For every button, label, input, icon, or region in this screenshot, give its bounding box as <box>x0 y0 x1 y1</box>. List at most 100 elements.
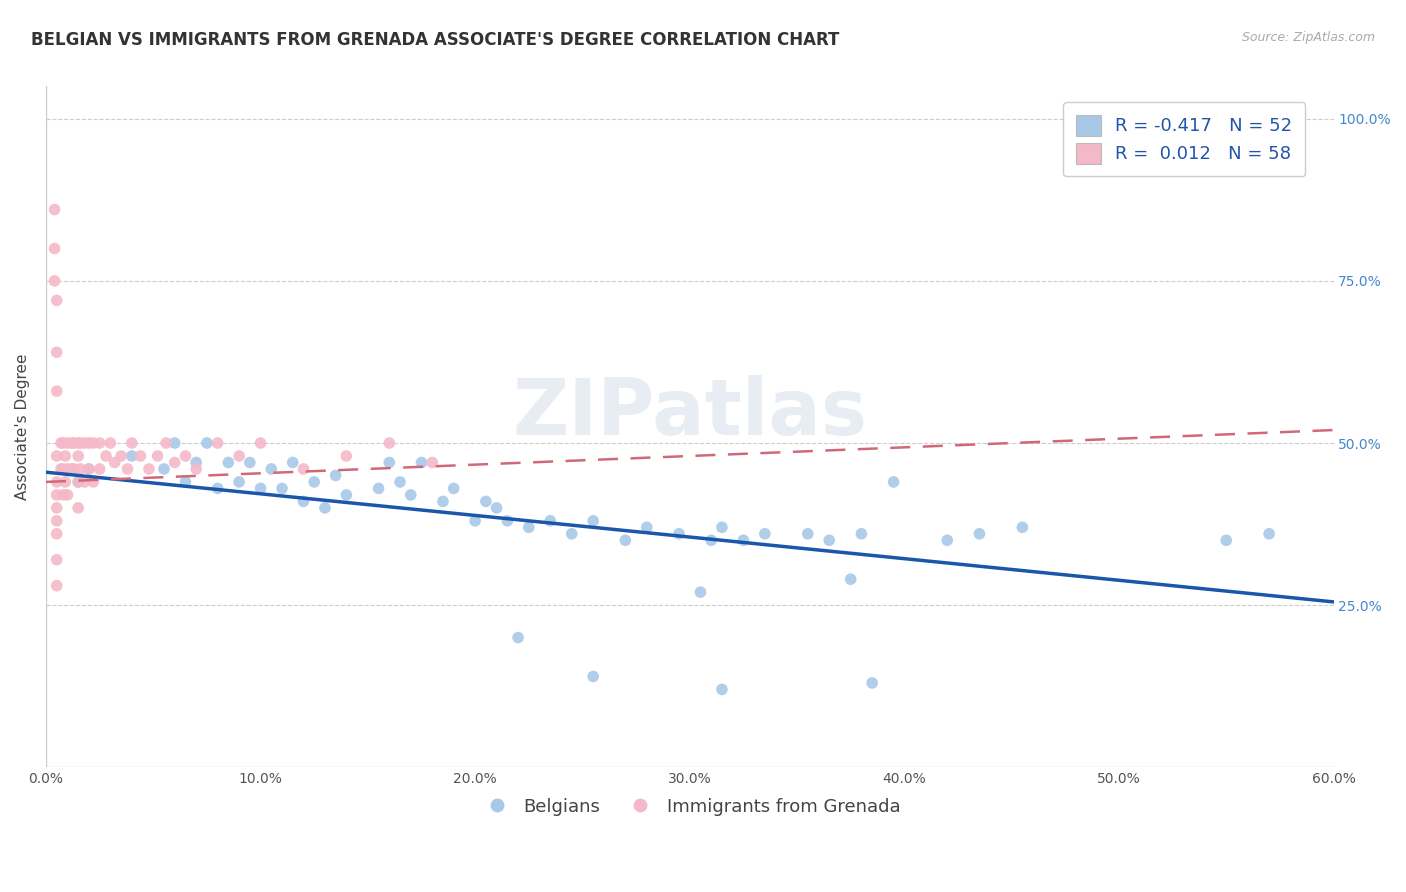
Point <box>129 449 152 463</box>
Point <box>44 202 66 217</box>
Legend: Belgians, Immigrants from Grenada: Belgians, Immigrants from Grenada <box>471 790 908 823</box>
Point <box>464 514 486 528</box>
Point <box>110 449 132 463</box>
Point <box>45 449 67 463</box>
Point <box>60 436 83 450</box>
Point <box>67 475 90 489</box>
Point <box>1011 520 1033 534</box>
Point <box>45 514 67 528</box>
Point <box>117 462 139 476</box>
Point <box>44 274 66 288</box>
Point <box>399 488 422 502</box>
Point <box>689 585 711 599</box>
Point <box>582 514 605 528</box>
Point <box>1215 533 1237 548</box>
Point <box>432 494 454 508</box>
Point <box>754 526 776 541</box>
Point <box>839 572 862 586</box>
Point <box>325 468 347 483</box>
Point <box>883 475 905 489</box>
Point <box>45 293 67 308</box>
Point <box>63 462 86 476</box>
Point <box>411 455 433 469</box>
Point <box>69 436 91 450</box>
Point <box>186 455 208 469</box>
Point <box>860 676 883 690</box>
Point <box>56 462 79 476</box>
Point <box>73 475 96 489</box>
Point <box>668 526 690 541</box>
Point <box>53 475 76 489</box>
Text: BELGIAN VS IMMIGRANTS FROM GRENADA ASSOCIATE'S DEGREE CORRELATION CHART: BELGIAN VS IMMIGRANTS FROM GRENADA ASSOC… <box>31 31 839 49</box>
Point <box>378 436 401 450</box>
Point <box>163 436 186 450</box>
Point <box>249 436 271 450</box>
Point <box>67 475 90 489</box>
Point <box>77 462 100 476</box>
Point <box>49 462 72 476</box>
Point <box>163 455 186 469</box>
Point <box>281 455 304 469</box>
Point <box>121 436 143 450</box>
Point <box>207 436 229 450</box>
Point <box>710 682 733 697</box>
Point <box>138 462 160 476</box>
Point <box>249 482 271 496</box>
Point <box>614 533 637 548</box>
Point <box>45 384 67 399</box>
Point <box>475 494 498 508</box>
Point <box>335 488 357 502</box>
Text: ZIPatlas: ZIPatlas <box>512 376 868 451</box>
Point <box>69 462 91 476</box>
Point <box>636 520 658 534</box>
Point <box>45 345 67 359</box>
Point <box>45 526 67 541</box>
Point <box>45 579 67 593</box>
Point <box>89 436 111 450</box>
Text: Source: ZipAtlas.com: Source: ZipAtlas.com <box>1241 31 1375 45</box>
Point <box>49 436 72 450</box>
Point <box>302 475 325 489</box>
Point <box>517 520 540 534</box>
Point <box>98 436 121 450</box>
Point <box>710 520 733 534</box>
Point <box>496 514 519 528</box>
Point <box>1258 526 1281 541</box>
Point <box>121 449 143 463</box>
Point <box>53 449 76 463</box>
Point <box>969 526 991 541</box>
Point <box>56 488 79 502</box>
Point <box>292 494 315 508</box>
Point <box>271 482 294 496</box>
Point <box>420 455 443 469</box>
Point <box>155 436 177 450</box>
Point <box>45 488 67 502</box>
Point <box>44 242 66 256</box>
Point <box>146 449 169 463</box>
Point <box>52 436 75 450</box>
Point <box>936 533 959 548</box>
Point <box>63 436 86 450</box>
Point <box>94 449 117 463</box>
Point <box>443 482 465 496</box>
Point <box>561 526 583 541</box>
Point <box>56 436 79 450</box>
Point <box>60 462 83 476</box>
Point <box>174 475 197 489</box>
Point <box>367 482 389 496</box>
Point <box>239 455 262 469</box>
Point <box>195 436 218 450</box>
Point <box>378 455 401 469</box>
Point <box>73 436 96 450</box>
Point <box>45 553 67 567</box>
Point <box>217 455 239 469</box>
Point <box>582 669 605 683</box>
Point <box>153 462 176 476</box>
Point <box>314 500 336 515</box>
Point <box>82 475 104 489</box>
Point <box>89 462 111 476</box>
Point <box>818 533 841 548</box>
Point <box>82 436 104 450</box>
Point <box>538 514 561 528</box>
Point <box>733 533 755 548</box>
